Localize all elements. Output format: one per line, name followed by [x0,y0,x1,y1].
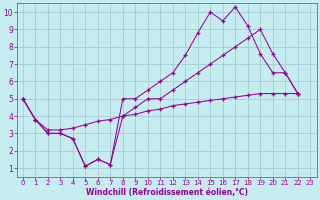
X-axis label: Windchill (Refroidissement éolien,°C): Windchill (Refroidissement éolien,°C) [85,188,248,197]
